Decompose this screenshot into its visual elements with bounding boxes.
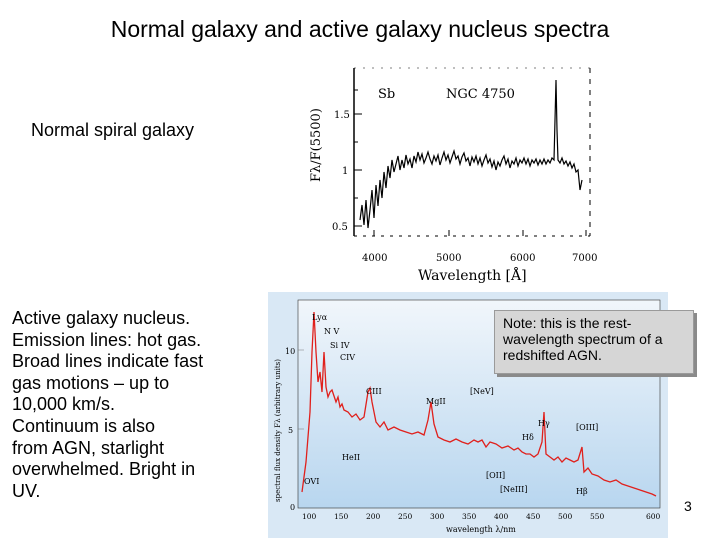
line-label-civ: CIV: [340, 353, 355, 362]
y-axis-label: Fλ/F(5500): [309, 108, 324, 182]
line-label-hgamma: Hγ: [538, 419, 550, 428]
line-label-hdelta: Hδ: [522, 433, 534, 442]
page-number: 3: [684, 498, 692, 514]
line-label-heii: HeII: [342, 453, 360, 462]
agn-description-line: from AGN, starlight: [12, 437, 165, 458]
note-callout: Note: this is the rest-wavelength spectr…: [494, 310, 694, 374]
normal-galaxy-label: Normal spiral galaxy: [31, 120, 195, 140]
y-ticks: [354, 89, 362, 227]
agn-spectrum: 10 5 0 spectral flux density Fλ (arbitra…: [268, 292, 668, 538]
x-tick-label: 7000: [572, 253, 597, 264]
y-tick-label: 10: [285, 347, 295, 356]
y-tick-label: 0.5: [332, 222, 348, 233]
galaxy-name-label: NGC 4750: [446, 87, 515, 102]
x-tick-label: 150: [334, 512, 349, 521]
agn-description-line: gas motions – up to: [12, 372, 170, 393]
agn-description-line: Continuum is also: [12, 415, 156, 436]
x-tick-label: 400: [494, 512, 509, 521]
line-label-lya: Lyα: [312, 313, 328, 322]
x-axis-label: Wavelength [Å]: [418, 266, 527, 284]
y-axis-label: spectral flux density Fλ (arbitrary unit…: [274, 359, 282, 502]
x-tick-label: 6000: [510, 253, 535, 264]
x-tick-label: 350: [462, 512, 477, 521]
y-tick-label: 1.5: [334, 110, 350, 121]
line-label-neiii: [NeIII]: [500, 485, 527, 494]
line-label-oiii: [OIII]: [576, 423, 598, 432]
line-label-nv: N V: [324, 327, 340, 336]
agn-description-line: 10,000 km/s.: [12, 394, 116, 415]
x-tick-label: 300: [430, 512, 445, 521]
line-label-hbeta: Hβ: [576, 487, 588, 496]
x-tick-label: 200: [366, 512, 381, 521]
x-tick-label: 600: [646, 512, 661, 521]
line-label-nev: [NeV]: [470, 387, 494, 396]
line-label-ovi: OVI: [304, 477, 319, 486]
x-tick-label: 250: [398, 512, 413, 521]
x-ticks: [373, 230, 587, 236]
agn-description-line: Emission lines: hot gas.: [12, 329, 202, 350]
agn-description-line: UV.: [12, 480, 41, 501]
line-label-siiv: Si IV: [330, 341, 350, 350]
y-tick-label: 5: [288, 426, 293, 435]
spectrum-curve: [359, 79, 583, 229]
grid-ticks: [298, 349, 304, 430]
agn-spectrum-curve: [301, 311, 657, 497]
agn-description: Active galaxy nucleus. Emission lines: h…: [12, 308, 242, 502]
line-label-oii: [OII]: [486, 471, 505, 480]
x-tick-label: 450: [526, 512, 541, 521]
y-tick-label: 1: [342, 166, 348, 177]
x-tick-label: 4000: [362, 253, 387, 264]
line-label-ciii: CIII: [366, 387, 382, 396]
agn-description-line: overwhelmed. Bright in: [12, 459, 196, 480]
x-tick-label: 100: [302, 512, 317, 521]
agn-description-line: Active galaxy nucleus.: [12, 308, 191, 328]
y-tick-label: 0: [290, 503, 295, 512]
normal-galaxy-spectrum: 1.5 1 0.5 Fλ/F(5500) Sb NGC 4750 4000 50…: [300, 60, 610, 290]
galaxy-type-label: Sb: [378, 87, 395, 102]
line-label-mgii: MgII: [426, 397, 446, 406]
x-axis-label: wavelength λ/nm: [446, 525, 516, 534]
x-tick-label: 500: [558, 512, 573, 521]
x-tick-label: 550: [590, 512, 605, 521]
agn-description-line: Broad lines indicate fast: [12, 351, 204, 372]
plot-frame: [353, 67, 591, 237]
slide-title: Normal galaxy and active galaxy nucleus …: [110, 16, 610, 42]
x-tick-label: 5000: [436, 253, 461, 264]
